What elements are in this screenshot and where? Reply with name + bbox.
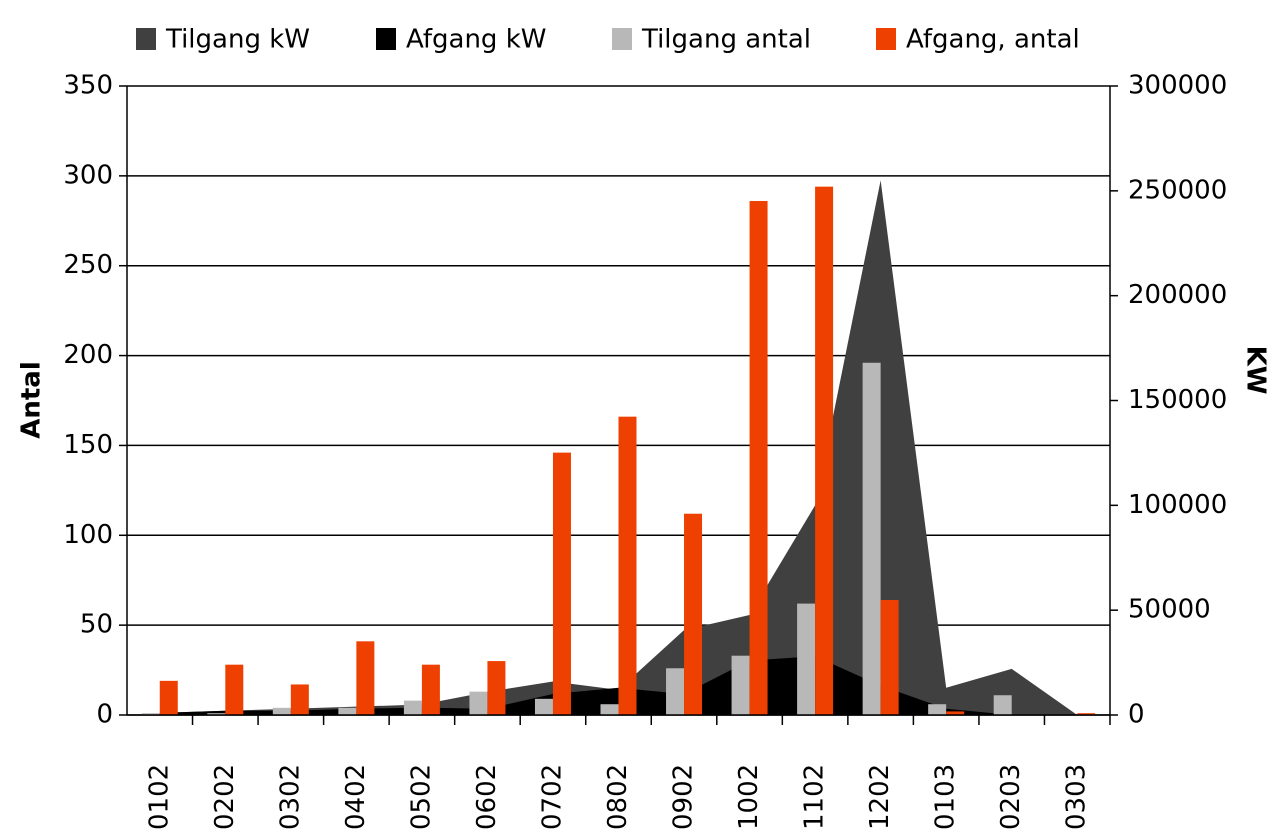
bar (946, 711, 965, 715)
y-tick-label: 250 (63, 250, 113, 280)
x-tick-label: 0103 (931, 764, 961, 830)
legend-label: Tilgang kW (165, 25, 310, 55)
legend-swatch (876, 28, 896, 50)
y2-tick-label: 200000 (1128, 280, 1227, 310)
x-tick-label: 0102 (144, 764, 174, 830)
x-tick-label: 0902 (669, 764, 699, 830)
x-tick-label: 0402 (341, 764, 371, 830)
bar (815, 186, 834, 715)
bar (469, 691, 488, 715)
y2-tick-label: 100000 (1128, 490, 1227, 520)
x-tick-label: 1202 (865, 764, 895, 830)
y2-tick-label: 150000 (1128, 385, 1227, 415)
bar (862, 362, 881, 715)
bar (225, 664, 244, 715)
bar (993, 695, 1012, 715)
x-tick-label: 0202 (210, 764, 240, 830)
y-tick-label: 100 (63, 520, 113, 550)
bar (338, 707, 357, 715)
y-tick-label: 50 (80, 610, 113, 640)
bar (207, 713, 226, 715)
y-tick-label: 200 (63, 340, 113, 370)
bar (290, 684, 309, 715)
legend-label: Afgang kW (406, 25, 546, 55)
y2-tick-label: 50000 (1128, 595, 1211, 625)
x-tick-label: 0502 (406, 764, 436, 830)
x-tick-label: 1102 (800, 764, 830, 830)
x-tick-label: 0702 (537, 764, 567, 830)
bar (272, 707, 291, 715)
legend-swatch (136, 28, 156, 50)
area (159, 180, 1078, 716)
bar (928, 704, 947, 715)
y-tick-label: 350 (63, 71, 113, 101)
bar (880, 599, 899, 715)
bar (487, 661, 506, 715)
bar (534, 698, 553, 715)
bar (403, 700, 422, 715)
legend-label: Tilgang antal (641, 25, 811, 55)
bar (731, 655, 750, 715)
y2-axis-label: KW (1241, 346, 1271, 395)
bar (141, 713, 160, 715)
bar (159, 680, 178, 715)
y2-tick-label: 250000 (1128, 175, 1227, 205)
legend-swatch (376, 28, 396, 50)
y-tick-label: 0 (96, 700, 113, 730)
legend-label: Afgang, antal (906, 25, 1080, 55)
bar (421, 664, 440, 715)
bar (1077, 713, 1096, 715)
area (159, 656, 1078, 715)
y-tick-label: 150 (63, 430, 113, 460)
bar (684, 513, 703, 715)
y-tick-label: 300 (63, 160, 113, 190)
x-tick-label: 0302 (275, 764, 305, 830)
bar (749, 201, 768, 715)
y-axis-label: Antal (17, 361, 47, 439)
bar (797, 603, 816, 715)
bar (552, 452, 571, 715)
y2-tick-label: 300000 (1128, 71, 1227, 101)
x-tick-label: 0303 (1062, 764, 1092, 830)
legend-swatch (612, 28, 632, 50)
bar (666, 668, 685, 715)
x-tick-label: 0602 (472, 764, 502, 830)
x-tick-label: 1002 (734, 764, 764, 830)
x-tick-label: 0802 (603, 764, 633, 830)
bar (356, 641, 375, 715)
bar (600, 704, 619, 715)
bar (618, 416, 637, 715)
y2-tick-label: 0 (1128, 700, 1145, 730)
x-tick-label: 0203 (996, 764, 1026, 830)
